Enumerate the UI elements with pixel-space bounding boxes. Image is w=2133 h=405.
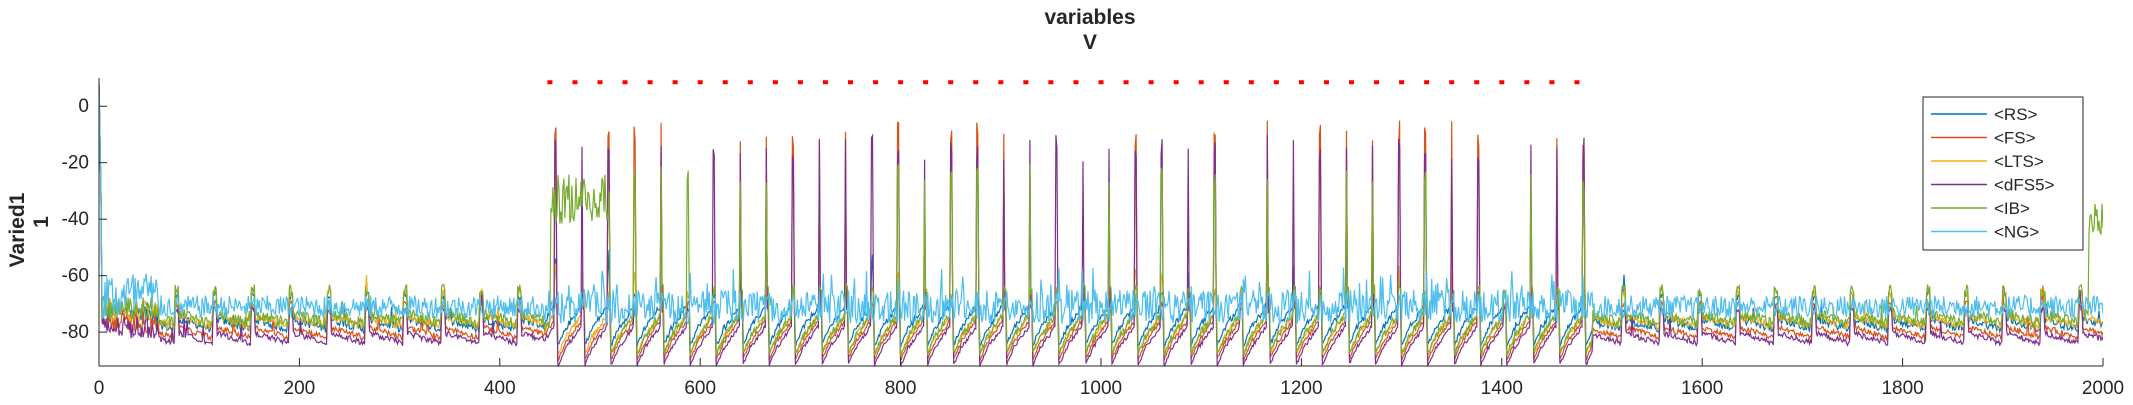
stimulus-marker bbox=[1374, 80, 1380, 85]
stimulus-marker bbox=[873, 80, 879, 85]
stimulus-marker bbox=[572, 80, 578, 85]
legend-entry: <IB> bbox=[1994, 199, 2030, 218]
y-tick-label: -80 bbox=[62, 322, 89, 343]
y-axis-label-line2: 1 bbox=[30, 216, 53, 228]
titles: variables V Varied1 1 bbox=[6, 6, 1136, 267]
stimulus-marker bbox=[848, 80, 853, 85]
stimulus-marker bbox=[1349, 80, 1354, 85]
stimulus-marker bbox=[1499, 80, 1505, 85]
stimulus-marker bbox=[1223, 80, 1229, 85]
stimulus-marker bbox=[822, 80, 828, 85]
stimulus-marker bbox=[1073, 80, 1079, 85]
series-traces bbox=[99, 83, 2103, 366]
stimulus-marker bbox=[898, 80, 904, 85]
stimulus-marker bbox=[1173, 80, 1179, 85]
x-tick-label: 1400 bbox=[1481, 378, 1523, 399]
stimulus-marker bbox=[1098, 80, 1104, 85]
stimulus-marker bbox=[622, 80, 628, 85]
chart-subtitle: V bbox=[1083, 31, 1097, 54]
series-line-ng bbox=[99, 83, 2103, 325]
stimulus-marker bbox=[1474, 80, 1480, 85]
stimulus-marker bbox=[1198, 80, 1204, 85]
legend-box bbox=[1922, 96, 2084, 251]
stimulus-marker bbox=[697, 80, 703, 85]
stimulus-marker bbox=[772, 80, 778, 85]
legend: <RS> <FS> <LTS> <dFS5> <IB> <NG> bbox=[1922, 96, 2084, 251]
stimulus-marker bbox=[1323, 80, 1329, 85]
stimulus-marker bbox=[1248, 80, 1254, 85]
x-tick-label: 800 bbox=[885, 378, 917, 399]
stimulus-marker bbox=[1399, 80, 1405, 85]
stimulus-marker bbox=[597, 80, 603, 85]
x-tick-label: 0 bbox=[94, 378, 105, 399]
legend-entry: <NG> bbox=[1994, 223, 2039, 242]
stimulus-marker bbox=[1298, 80, 1304, 85]
stimulus-marker bbox=[948, 80, 954, 85]
y-tick-label: 0 bbox=[78, 96, 89, 117]
x-tick-label: 600 bbox=[684, 378, 716, 399]
x-tick-label: 400 bbox=[484, 378, 516, 399]
chart-title: variables bbox=[1044, 6, 1135, 29]
legend-entry: <dFS5> bbox=[1994, 176, 2055, 195]
stimulus-marker bbox=[998, 80, 1004, 85]
stimulus-marker bbox=[722, 80, 728, 85]
x-tick-label: 1000 bbox=[1080, 378, 1122, 399]
series-line-ib bbox=[99, 83, 2103, 358]
axes: 0 200 400 600 800 1000 1200 1400 1600 1800 2000 0 -2… bbox=[62, 78, 2124, 399]
stimulus-marker bbox=[672, 80, 678, 85]
stimulus-marker bbox=[797, 80, 803, 85]
stimulus-marker bbox=[1148, 80, 1154, 85]
x-tick-label: 1600 bbox=[1681, 378, 1723, 399]
stimulus-marker bbox=[923, 80, 929, 85]
stimulus-marker bbox=[1273, 80, 1279, 85]
stimulus-marker bbox=[973, 80, 979, 85]
stimulus-marker bbox=[547, 80, 553, 85]
legend-entry: <LTS> bbox=[1994, 152, 2044, 171]
x-tick-label: 2000 bbox=[2082, 378, 2124, 399]
legend-entry: <FS> bbox=[1994, 129, 2036, 148]
stimulus-marker bbox=[747, 80, 753, 85]
stimulus-marker bbox=[1048, 80, 1054, 85]
y-tick-label: -60 bbox=[62, 266, 89, 287]
legend-entry: <RS> bbox=[1994, 105, 2038, 124]
stimulus-marker bbox=[1449, 80, 1455, 85]
y-tick-label: -20 bbox=[62, 153, 89, 174]
x-tick-label: 1800 bbox=[1881, 378, 1923, 399]
stimulus-marker bbox=[1424, 80, 1430, 85]
stimulus-marker bbox=[1549, 80, 1555, 85]
stimulus-markers bbox=[547, 80, 1580, 85]
y-axis-label: Varied1 bbox=[6, 192, 29, 267]
stimulus-marker bbox=[647, 80, 653, 85]
stimulus-marker bbox=[1123, 80, 1129, 85]
x-tick-label: 200 bbox=[284, 378, 316, 399]
stimulus-marker bbox=[1023, 80, 1029, 85]
stimulus-marker bbox=[1574, 80, 1580, 85]
x-tick-label: 1200 bbox=[1280, 378, 1322, 399]
series-line-fs bbox=[99, 83, 2103, 363]
stimulus-marker bbox=[1524, 80, 1530, 85]
series-line-dfs5 bbox=[99, 83, 2103, 366]
y-tick-label: -40 bbox=[62, 209, 89, 230]
